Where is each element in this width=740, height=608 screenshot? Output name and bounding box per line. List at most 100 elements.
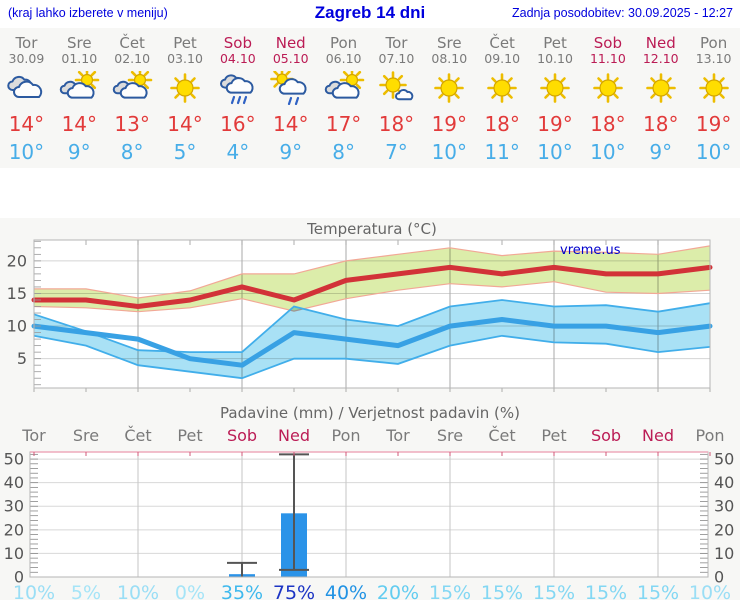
day-name: Ned: [645, 34, 676, 52]
day-icon-wrap: [211, 66, 264, 111]
precip-day-label: Ned: [642, 426, 674, 445]
day-date: 11.10: [589, 51, 626, 66]
day-temp-min: 10°: [8, 140, 45, 164]
day-date: 05.10: [272, 51, 309, 66]
precip-probability: 10%: [117, 582, 159, 604]
precip-chart-title: Padavine (mm) / Verjetnost padavin (%): [220, 404, 520, 422]
precip-probability: 15%: [481, 582, 523, 604]
day-date: 13.10: [695, 51, 732, 66]
precip-y-tick-left: 10: [4, 544, 24, 563]
precip-probability: 15%: [585, 582, 627, 604]
forecast-day: Ned 05.10 14° 9°: [264, 28, 317, 168]
sunny-icon: [593, 73, 623, 103]
partly-cloudy-icon: [112, 67, 153, 99]
day-temp-min: 10°: [431, 140, 468, 164]
day-temp-max: 14°: [61, 112, 98, 136]
day-name: Pon: [700, 34, 728, 52]
day-name: Čet: [489, 34, 515, 52]
day-date: 08.10: [431, 51, 468, 66]
day-date: 02.10: [114, 51, 151, 66]
spacer: [0, 168, 740, 218]
vreme-watermark-link[interactable]: vreme.us: [560, 243, 621, 258]
day-date: 01.10: [61, 51, 98, 66]
day-name: Pet: [543, 34, 567, 52]
day-name: Sre: [437, 34, 462, 52]
precip-probability: 5%: [71, 582, 101, 604]
precip-probability: 15%: [637, 582, 679, 604]
day-icon-wrap: [0, 66, 53, 111]
temp-y-tick-label: 20: [7, 251, 27, 270]
day-temp-min: 5°: [173, 140, 197, 164]
day-icon-wrap: [106, 66, 159, 111]
sun-rain-icon: [269, 67, 307, 106]
precip-day-label: Čet: [488, 426, 515, 445]
day-name: Sob: [223, 34, 252, 52]
day-date: 12.10: [642, 51, 679, 66]
day-date: 09.10: [484, 51, 521, 66]
forecast-day: Sre 01.10 14° 9°: [53, 28, 106, 168]
forecast-day: Sob 11.10 18° 10°: [581, 28, 634, 168]
day-temp-min: 10°: [695, 140, 732, 164]
day-temp-min: 11°: [484, 140, 520, 164]
day-temp-min: 8°: [332, 140, 355, 164]
day-temp-max: 18°: [643, 112, 679, 136]
day-temp-max: 19°: [695, 112, 732, 136]
precip-day-label: Sre: [437, 426, 463, 445]
day-temp-max: 19°: [431, 112, 468, 136]
day-temp-max: 13°: [114, 112, 150, 136]
partly-cloudy-icon: [324, 67, 364, 99]
mostly-sunny-icon: [379, 71, 414, 101]
precip-y-tick-left: 40: [4, 473, 24, 492]
day-temp-max: 18°: [378, 112, 415, 136]
day-date: 07.10: [378, 51, 415, 66]
temperature-chart: Temperatura (°C) 5 10 15 20 vreme.us: [7, 220, 713, 392]
cloudy-icon: [7, 75, 43, 98]
sunny-icon: [487, 73, 517, 103]
day-icon-wrap: [370, 66, 423, 111]
day-name: Sre: [66, 34, 92, 52]
precip-probability: 10%: [13, 582, 55, 604]
day-temp-min: 9°: [279, 140, 303, 164]
sunny-icon: [434, 73, 465, 103]
day-temp-min: 9°: [649, 140, 673, 164]
day-name: Tor: [385, 34, 408, 52]
precip-probability: 40%: [325, 582, 367, 604]
sunny-icon: [540, 73, 570, 103]
forecast-day: Pet 10.10 19° 10°: [529, 28, 582, 168]
page-header: (kraj lahko izberete v meniju) Zagreb 14…: [0, 0, 740, 28]
day-icon-wrap: [159, 66, 212, 111]
forecast-day: Pet 03.10 14° 5°: [159, 28, 212, 168]
precip-day-label: Sob: [591, 426, 621, 445]
temp-max-line: [31, 264, 713, 309]
precip-y-tick-right: 30: [714, 497, 734, 516]
day-name: Pet: [173, 34, 197, 52]
forecast-day: Sre 08.10 19° 10°: [423, 28, 476, 168]
day-temp-max: 19°: [537, 112, 573, 136]
day-icon-wrap: [581, 66, 634, 111]
day-date: 06.10: [325, 51, 362, 66]
precip-probability: 0%: [175, 582, 205, 604]
precip-day-label: Sob: [227, 426, 257, 445]
day-temp-min: 10°: [537, 140, 573, 164]
precipitation-chart: Padavine (mm) / Verjetnost padavin (%) To…: [4, 404, 735, 604]
day-temp-min: 10°: [590, 140, 626, 164]
partly-cloudy-icon: [60, 67, 100, 99]
precip-probability: 10%: [689, 582, 731, 604]
forecast-day: Tor 30.09 14° 10°: [0, 28, 53, 168]
precip-day-label: Pet: [177, 426, 202, 445]
temp-y-tick-label: 15: [7, 284, 27, 303]
precip-probability: 35%: [221, 582, 263, 604]
day-icon-wrap: [317, 66, 370, 111]
forecast-day: Pon 13.10 19° 10°: [687, 28, 740, 168]
precip-day-label: Tor: [21, 426, 46, 445]
day-temp-max: 18°: [484, 112, 520, 136]
precip-y-tick-right: 0: [714, 568, 724, 587]
precip-probability: 20%: [377, 582, 419, 604]
precip-probability: 15%: [533, 582, 575, 604]
precip-y-tick-left: 30: [4, 497, 24, 516]
day-temp-max: 14°: [8, 112, 45, 136]
precip-day-label: Tor: [385, 426, 410, 445]
day-temp-min: 9°: [67, 140, 91, 164]
day-icon-wrap: [53, 66, 106, 111]
day-temp-max: 16°: [220, 112, 256, 136]
